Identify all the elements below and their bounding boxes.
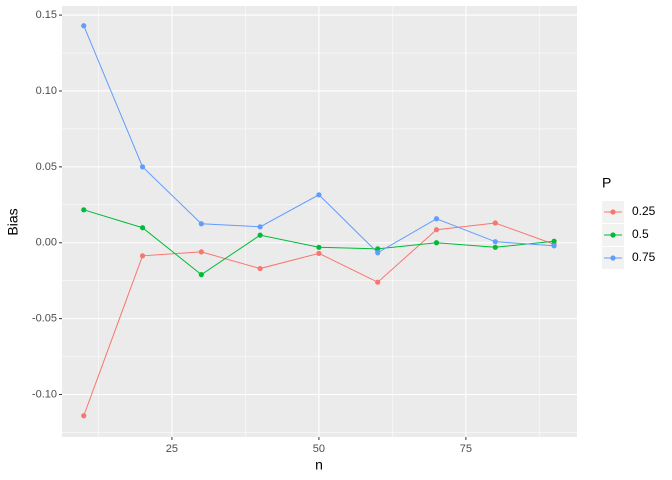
point [316,244,322,250]
point [81,413,87,419]
point [375,246,381,252]
point [198,221,204,227]
point [198,272,204,278]
point [492,220,498,226]
point [433,240,440,246]
point [551,243,557,249]
y-tick-label: 0.00 [36,237,57,249]
y-axis-title: Bias [5,208,21,235]
y-tick-label: -0.10 [32,388,57,400]
legend: 0.25 0.5 0.75 [602,201,656,269]
point [316,250,322,256]
legend-title: P [602,175,611,191]
legend-point [610,209,616,215]
point [375,250,381,256]
y-tick-label: 0.10 [36,85,57,97]
point [316,192,322,198]
point [492,244,498,250]
point [551,238,557,244]
point [198,249,204,255]
panel-background [62,6,577,437]
point [433,216,440,222]
point [257,265,263,272]
point [139,253,146,259]
x-tick-label: 50 [313,443,325,455]
point [81,207,87,213]
x-tick-label: 25 [166,443,178,455]
marks [81,23,557,419]
point [257,232,263,238]
x-tick-label: 75 [460,443,472,455]
x-axis-title: n [315,457,323,473]
point [139,225,146,231]
point [375,279,381,285]
legend-label: 0.5 [632,227,649,241]
legend-point [610,232,616,238]
point [139,164,146,170]
point [433,227,440,233]
point [81,23,87,29]
y-tick-label: -0.05 [32,313,57,325]
y-tick-label: 0.15 [36,9,57,21]
legend-label: 0.75 [632,250,656,264]
y-tick-label: 0.05 [36,161,57,173]
grid [62,6,577,437]
legend-label: 0.25 [632,204,656,218]
legend-point [610,255,616,261]
point [492,239,498,245]
point [257,224,263,230]
